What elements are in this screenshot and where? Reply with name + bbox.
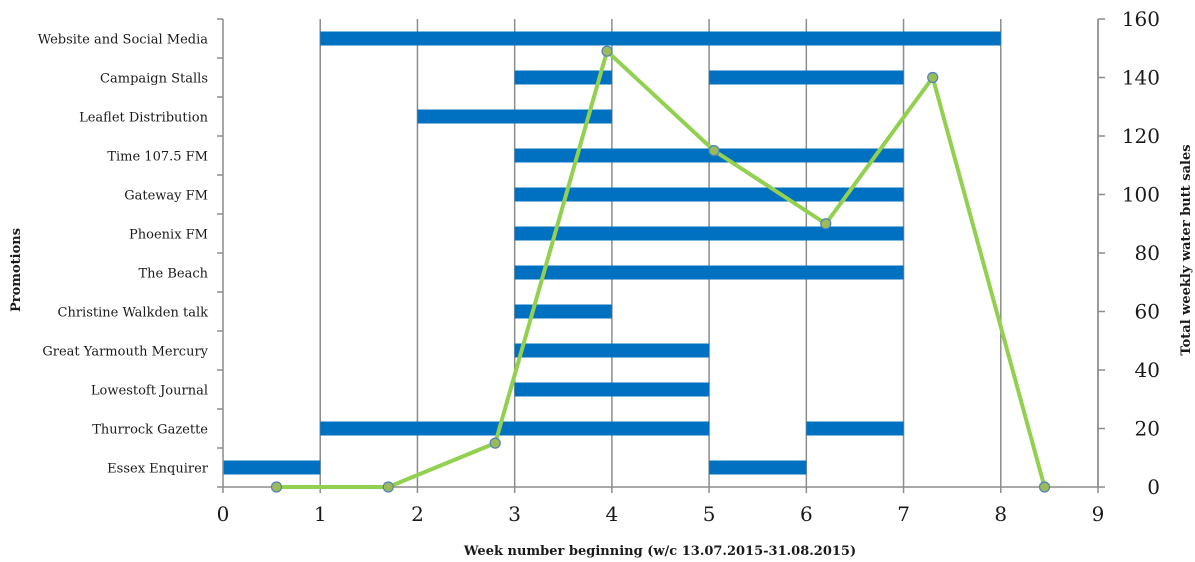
x-tick-label: 8 bbox=[994, 502, 1007, 526]
sales-point bbox=[382, 481, 394, 493]
promotion-bars bbox=[223, 31, 1001, 475]
sales-point bbox=[601, 45, 613, 57]
category-label: Leaflet Distribution bbox=[79, 111, 209, 126]
category-label: Time 107.5 FM bbox=[107, 150, 208, 165]
promotion-bar bbox=[320, 421, 710, 436]
category-label: Website and Social Media bbox=[38, 33, 208, 48]
sales-point bbox=[927, 71, 939, 84]
sales-point bbox=[708, 145, 720, 157]
x-tick-label: 4 bbox=[606, 502, 619, 526]
sales-point bbox=[820, 218, 832, 230]
y-tick-label: 80 bbox=[1135, 241, 1160, 265]
y-tick-label: 0 bbox=[1147, 475, 1160, 499]
x-tick-label: 9 bbox=[1092, 502, 1105, 526]
promotion-bar bbox=[514, 304, 612, 319]
promotion-bar bbox=[417, 109, 612, 124]
promotion-bar bbox=[223, 460, 321, 475]
category-label: The Beach bbox=[138, 267, 208, 282]
x-tick-label: 0 bbox=[217, 502, 230, 526]
sales-point bbox=[489, 437, 501, 449]
category-labels: Website and Social Media Campaign Stalls L… bbox=[38, 33, 209, 477]
promotion-bar bbox=[514, 70, 612, 85]
promotion-bar bbox=[320, 31, 1001, 46]
sales-line bbox=[276, 49, 1047, 489]
x-tick-label: 7 bbox=[897, 502, 910, 526]
category-label: Lowestoft Journal bbox=[91, 384, 208, 399]
promotion-bar bbox=[709, 70, 904, 85]
category-label: Campaign Stalls bbox=[100, 72, 208, 87]
promotion-bar bbox=[514, 343, 710, 358]
promotion-bar bbox=[514, 265, 904, 280]
category-label: Christine Walkden talk bbox=[58, 306, 209, 321]
x-tick-label: 2 bbox=[411, 502, 424, 526]
promotion-bar bbox=[709, 460, 807, 475]
axes bbox=[217, 18, 1105, 493]
y-tick-label: 40 bbox=[1135, 358, 1160, 382]
x-tick-labels: 0 1 2 3 4 5 6 7 8 9 bbox=[217, 502, 1105, 526]
promotion-bar bbox=[806, 421, 904, 436]
promotion-bar bbox=[514, 382, 710, 397]
y-tick-label: 20 bbox=[1135, 417, 1160, 441]
y-tick-label: 100 bbox=[1122, 183, 1160, 207]
sales-point bbox=[270, 481, 283, 493]
y-tick-label: 60 bbox=[1135, 300, 1160, 324]
x-tick-label: 6 bbox=[800, 502, 813, 526]
y-tick-labels: 0 20 40 60 80 100 120 140 160 bbox=[1122, 7, 1160, 499]
category-label: Gateway FM bbox=[124, 189, 208, 204]
category-label: Phoenix FM bbox=[129, 228, 208, 243]
promotion-bar bbox=[514, 226, 904, 241]
y-tick-label: 120 bbox=[1122, 124, 1160, 148]
y-tick-label: 160 bbox=[1122, 7, 1160, 31]
sales-point bbox=[1038, 481, 1051, 493]
x-tick-label: 1 bbox=[314, 502, 327, 526]
left-axis-title: Promotions bbox=[9, 228, 24, 312]
category-label: Thurrock Gazette bbox=[92, 423, 208, 438]
promotion-bar bbox=[514, 187, 904, 202]
y-tick-label: 140 bbox=[1122, 66, 1160, 90]
promotion-bar bbox=[514, 148, 904, 163]
right-axis-title: Total weekly water butt sales bbox=[1179, 144, 1194, 355]
x-tick-label: 3 bbox=[508, 502, 521, 526]
x-axis-title: Week number beginning (w/c 13.07.2015-31… bbox=[463, 544, 856, 559]
sales-line-group bbox=[270, 45, 1051, 493]
category-label: Essex Enquirer bbox=[107, 462, 209, 477]
category-label: Great Yarmouth Mercury bbox=[42, 345, 208, 360]
x-tick-label: 5 bbox=[703, 502, 716, 526]
